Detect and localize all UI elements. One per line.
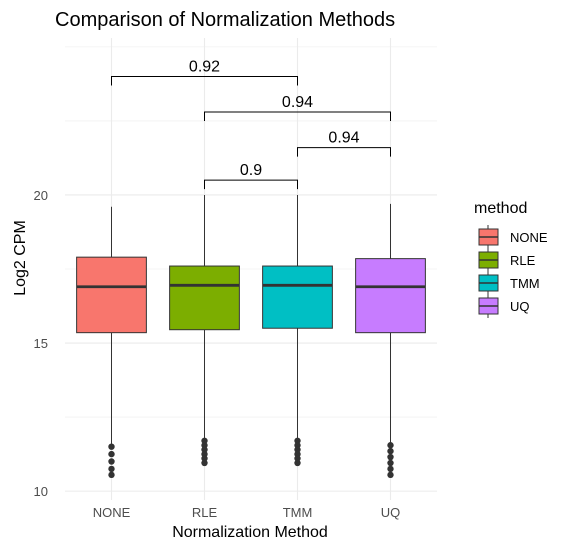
legend-entry-none: NONE bbox=[478, 225, 548, 249]
y-axis-title: Log2 CPM bbox=[12, 220, 29, 296]
comparison-brackets: 0.92 0.94 0.94 0.9 bbox=[111, 59, 391, 190]
box-iqr bbox=[76, 256, 147, 334]
box-rle bbox=[169, 194, 240, 467]
outlier-point bbox=[108, 443, 115, 450]
bracket-rle-uq: 0.94 bbox=[204, 94, 391, 122]
outlier-point bbox=[294, 450, 301, 458]
outlier-point bbox=[201, 459, 208, 467]
y-axis-ticks: 10 15 20 bbox=[34, 188, 48, 499]
outlier-point bbox=[201, 450, 208, 458]
x-tick-label: NONE bbox=[93, 505, 131, 520]
box-iqr bbox=[262, 265, 333, 329]
bracket-line bbox=[204, 111, 391, 122]
bracket-line bbox=[111, 76, 298, 86]
outlier-point bbox=[201, 437, 208, 444]
outlier-point bbox=[387, 471, 394, 479]
legend-entry-uq: UQ bbox=[478, 294, 530, 318]
box-uq bbox=[355, 203, 426, 479]
box-iqr bbox=[355, 258, 426, 334]
outlier-point bbox=[294, 437, 301, 444]
y-tick-label: 20 bbox=[34, 188, 48, 203]
outlier-point bbox=[387, 453, 394, 461]
legend: method NONE RLE TMM UQ bbox=[474, 200, 548, 318]
outlier-point bbox=[294, 446, 301, 453]
legend-label: TMM bbox=[510, 276, 540, 291]
outlier-point bbox=[387, 465, 394, 473]
legend-label: NONE bbox=[510, 230, 548, 245]
bracket-label: 0.94 bbox=[282, 94, 313, 111]
box-tmm bbox=[262, 194, 333, 467]
outlier-point bbox=[387, 447, 394, 455]
y-tick-label: 10 bbox=[34, 484, 48, 499]
bracket-rle-tmm: 0.9 bbox=[204, 162, 298, 190]
x-axis-title: Normalization Method bbox=[172, 524, 328, 541]
bracket-line bbox=[204, 179, 298, 190]
x-axis-ticks: NONE RLE TMM UQ bbox=[93, 505, 401, 520]
x-tick-label: UQ bbox=[381, 505, 401, 520]
bracket-line bbox=[297, 147, 391, 157]
box-layer bbox=[76, 194, 426, 479]
bracket-label: 0.9 bbox=[240, 162, 262, 179]
legend-entry-tmm: TMM bbox=[478, 271, 540, 295]
x-tick-label: TMM bbox=[283, 505, 313, 520]
outlier-point bbox=[201, 442, 208, 449]
x-tick-label: RLE bbox=[192, 505, 218, 520]
y-tick-label: 15 bbox=[34, 336, 48, 351]
legend-label: UQ bbox=[510, 299, 530, 314]
outlier-point bbox=[294, 459, 301, 467]
outlier-point bbox=[387, 442, 394, 449]
bracket-label: 0.92 bbox=[189, 59, 220, 76]
legend-entry-rle: RLE bbox=[478, 248, 536, 272]
chart-title: Comparison of Normalization Methods bbox=[55, 9, 395, 31]
box-none bbox=[76, 206, 147, 479]
outlier-point bbox=[108, 471, 115, 479]
box-iqr bbox=[169, 265, 240, 331]
legend-label: RLE bbox=[510, 253, 536, 268]
outlier-point bbox=[108, 465, 115, 473]
outlier-point bbox=[108, 458, 115, 465]
bracket-label: 0.94 bbox=[328, 130, 359, 147]
legend-title: method bbox=[474, 200, 527, 217]
outlier-point bbox=[387, 459, 394, 467]
bracket-tmm-uq: 0.94 bbox=[297, 130, 391, 157]
outlier-point bbox=[294, 455, 301, 462]
outlier-point bbox=[201, 446, 208, 453]
outlier-point bbox=[201, 455, 208, 462]
outlier-point bbox=[294, 442, 301, 449]
outlier-point bbox=[108, 450, 115, 458]
bracket-none-tmm: 0.92 bbox=[111, 59, 298, 86]
